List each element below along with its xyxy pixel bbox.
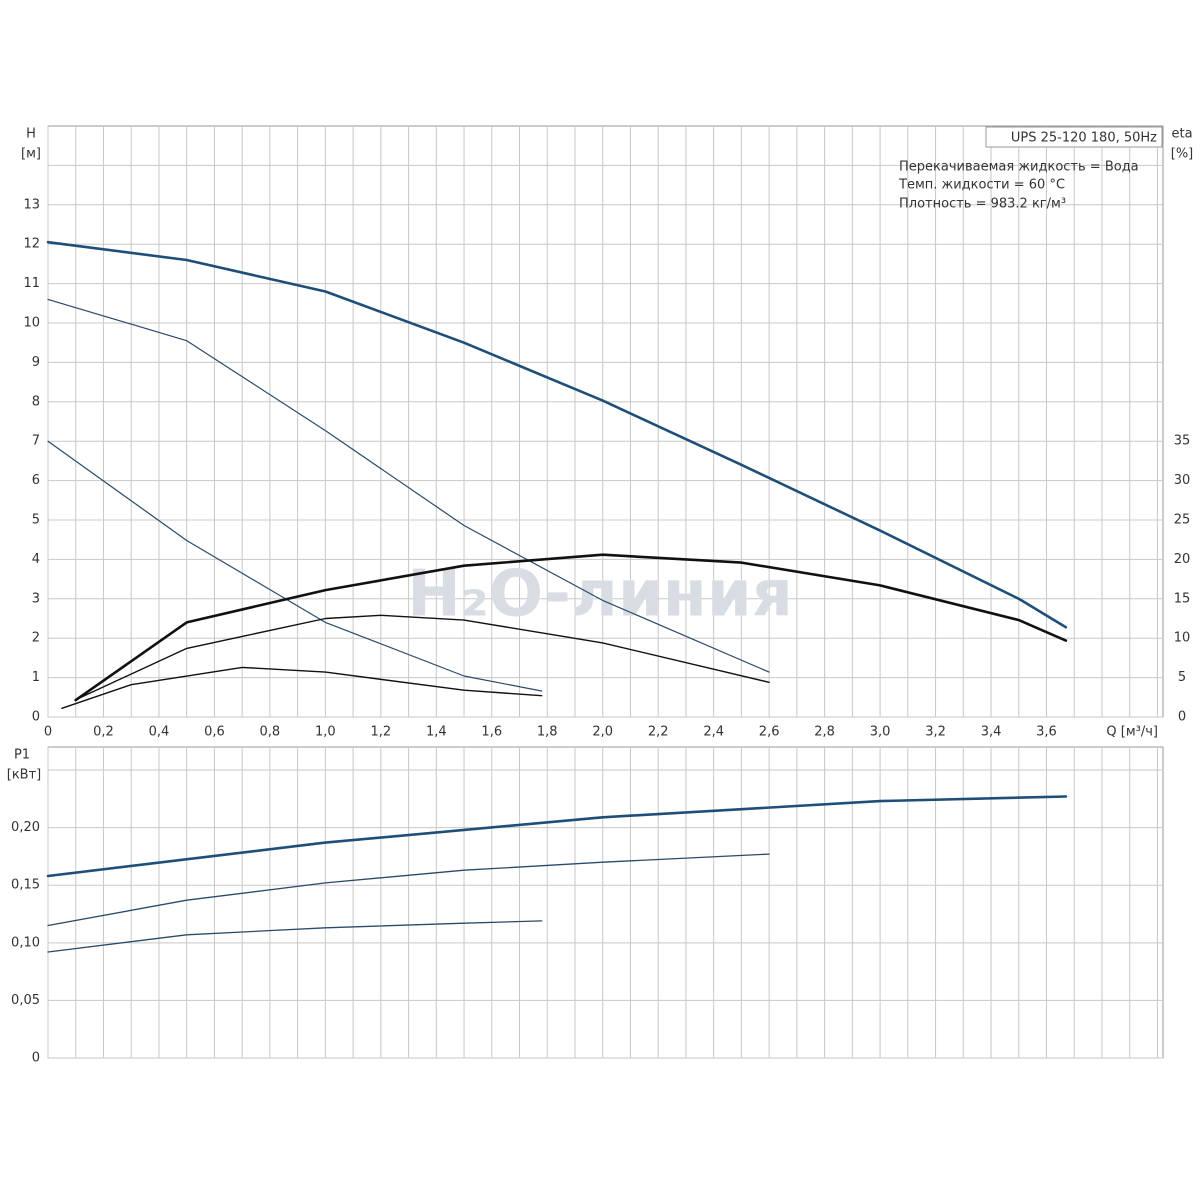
x-tick-label: 1,8 xyxy=(537,725,558,740)
y2-tick-label: 0 xyxy=(1178,710,1186,725)
y-axis-unit: [кВт] xyxy=(7,768,42,783)
y-tick-label: 4 xyxy=(32,552,40,567)
y2-tick-label: 35 xyxy=(1174,434,1191,449)
y-tick-label: 0,15 xyxy=(11,878,40,893)
y2-tick-label: 20 xyxy=(1174,552,1191,567)
y2-axis-label: eta xyxy=(1171,127,1192,142)
y-tick-label: 9 xyxy=(32,355,40,370)
x-tick-label: 0 xyxy=(44,725,52,740)
y2-tick-label: 25 xyxy=(1174,513,1191,528)
curve xyxy=(75,614,770,701)
curve xyxy=(47,853,770,927)
grid xyxy=(47,126,1163,1059)
plot-frame xyxy=(47,746,1164,1059)
y-tick-label: 5 xyxy=(32,513,40,528)
watermark: H₂O-линия xyxy=(407,558,793,632)
y2-tick-label: 10 xyxy=(1174,631,1191,646)
y-tick-label: 11 xyxy=(23,276,40,291)
y2-tick-label: 5 xyxy=(1178,670,1186,685)
legend-line: Плотность = 983.2 кг/м³ xyxy=(899,197,1066,212)
x-tick-label: 1,0 xyxy=(315,725,336,740)
curve xyxy=(46,240,1068,629)
curve xyxy=(46,795,1068,878)
x-tick-label: 0,2 xyxy=(93,725,114,740)
x-tick-label: 3,0 xyxy=(870,725,891,740)
y2-tick-label: 15 xyxy=(1174,591,1191,606)
legend-line: Перекачиваемая жидкость = Вода xyxy=(899,160,1139,175)
y-tick-label: 8 xyxy=(32,394,40,409)
y2-tick-label: 30 xyxy=(1174,473,1191,488)
x-tick-label: 3,6 xyxy=(1036,725,1057,740)
legend-title: UPS 25-120 180, 50Hz xyxy=(1011,131,1157,146)
y-tick-label: 13 xyxy=(23,197,40,212)
x-axis-label: Q [м³/ч] xyxy=(1106,725,1158,740)
curve xyxy=(47,298,770,673)
y-tick-label: 0,20 xyxy=(11,820,40,835)
y-tick-label: 0 xyxy=(32,1051,40,1066)
y-tick-label: 2 xyxy=(32,631,40,646)
y-tick-label: 12 xyxy=(23,237,40,252)
x-tick-label: 2,4 xyxy=(703,725,724,740)
x-tick-label: 3,4 xyxy=(981,725,1002,740)
y-tick-label: 6 xyxy=(32,473,40,488)
x-tick-label: 0,6 xyxy=(204,725,225,740)
curve xyxy=(47,440,543,692)
y-tick-label: 10 xyxy=(23,316,40,331)
x-tick-label: 1,4 xyxy=(426,725,447,740)
y2-axis-unit: [%] xyxy=(1171,147,1194,162)
x-tick-label: 2,2 xyxy=(648,725,669,740)
x-tick-label: 3,2 xyxy=(925,725,946,740)
x-tick-label: 2,0 xyxy=(592,725,613,740)
y-tick-label: 0,10 xyxy=(11,935,40,950)
y-axis-label: H xyxy=(26,127,36,142)
curve xyxy=(74,553,1068,702)
legend-box xyxy=(985,126,1163,148)
x-tick-label: 1,6 xyxy=(481,725,502,740)
y-tick-label: 0,05 xyxy=(11,993,40,1008)
y-axis-unit: [м] xyxy=(21,147,41,162)
y-axis-label: P1 xyxy=(14,748,30,763)
x-tick-label: 1,2 xyxy=(370,725,391,740)
x-tick-label: 2,8 xyxy=(814,725,835,740)
legend-line: Темп. жидкости = 60 °C xyxy=(898,178,1065,193)
curve xyxy=(47,920,543,953)
y-tick-label: 7 xyxy=(32,434,40,449)
y-tick-label: 3 xyxy=(32,591,40,606)
curve xyxy=(61,666,543,709)
y-tick-label: 1 xyxy=(32,670,40,685)
x-tick-label: 0,4 xyxy=(149,725,170,740)
y-tick-label: 0 xyxy=(32,710,40,725)
x-tick-label: 2,6 xyxy=(759,725,780,740)
x-tick-label: 0,8 xyxy=(260,725,281,740)
